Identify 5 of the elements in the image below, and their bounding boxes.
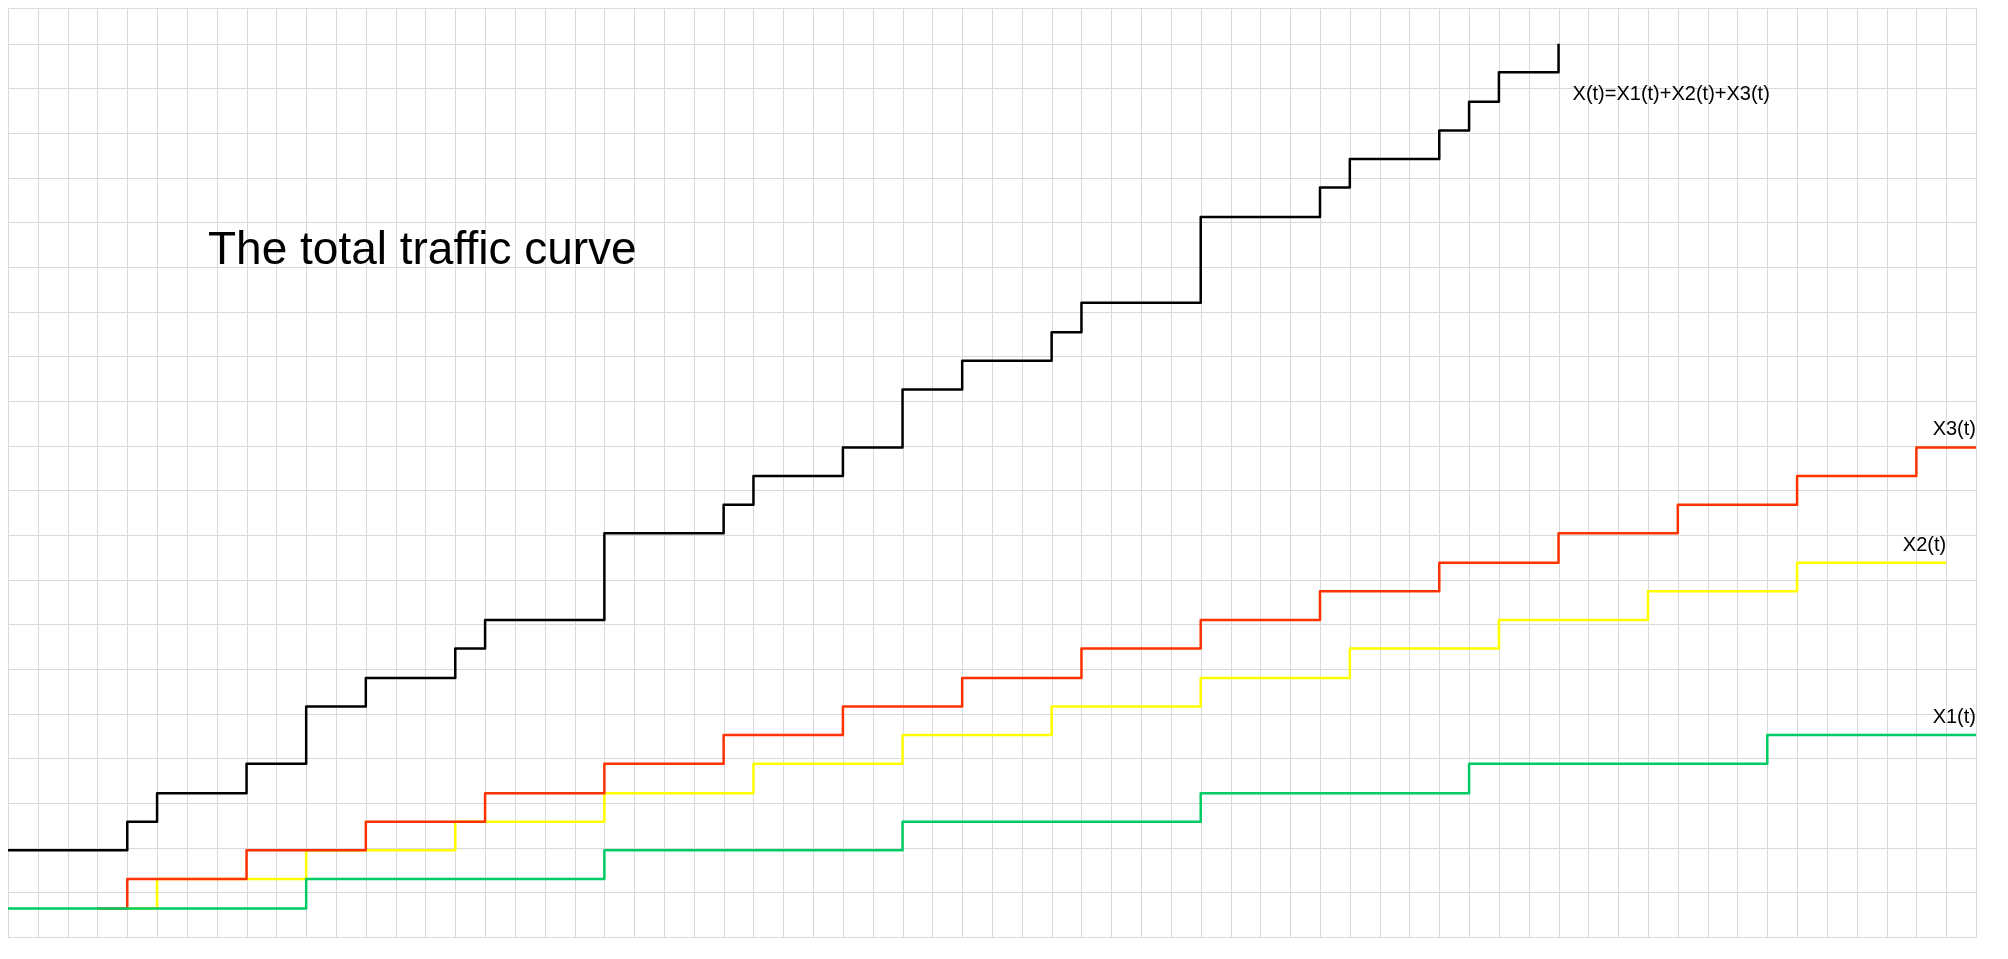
annotation: The total traffic curve [208,222,637,274]
series-label: X3(t) [1932,417,1976,440]
series-label: X1(t) [1932,705,1976,728]
series-label: X2(t) [1902,532,1947,555]
series-label: X(t)=X1(t)+X2(t)+X3(t) [1572,81,1770,104]
